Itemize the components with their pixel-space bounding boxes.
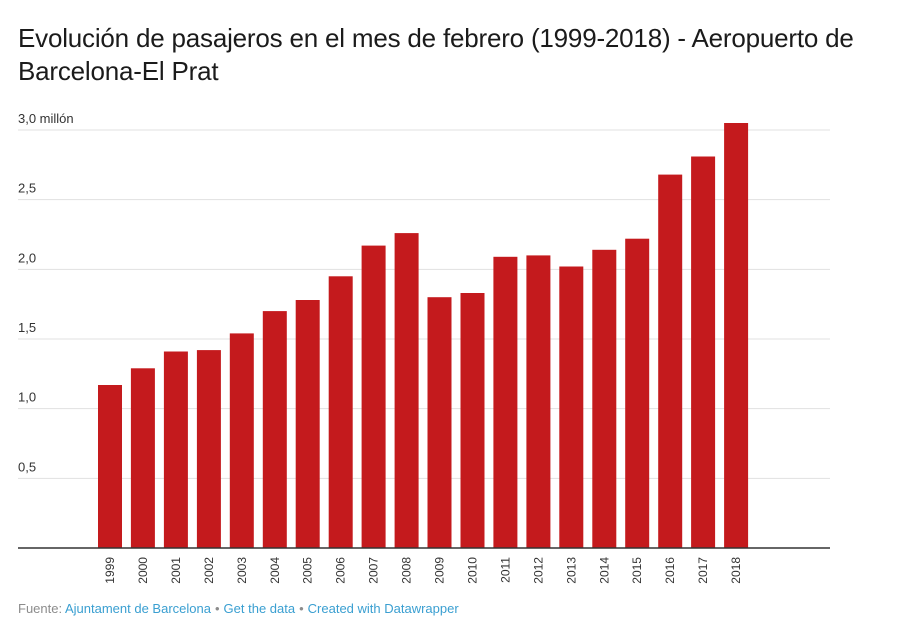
bar-2003[interactable] [229,333,254,548]
x-tick-label: 2014 [597,557,611,584]
bar-2004[interactable] [262,311,287,548]
footer-source-prefix: Fuente: [18,601,65,616]
x-tick-label: 2000 [136,557,150,584]
x-tick-label: 2011 [498,557,512,583]
x-tick-label: 2015 [630,557,644,584]
source-link[interactable]: Ajuntament de Barcelona [64,601,211,616]
bars [98,123,749,549]
y-tick-label: 2,5 [18,181,36,196]
x-tick-label: 2004 [268,557,282,584]
bar-2011[interactable] [493,256,518,548]
tick-labels: 0,5 1,0 1,5 2,0 2,5 3,0 millón 1999 2000 2001 200… [18,111,743,584]
bar-2014[interactable] [592,249,617,549]
bar-2015[interactable] [625,238,650,548]
x-tick-label: 2010 [465,557,479,584]
x-tick-label: 2003 [235,557,249,584]
bar-2000[interactable] [130,368,155,548]
bar-2002[interactable] [196,350,221,548]
x-tick-label: 2007 [367,557,381,584]
bar-2009[interactable] [427,297,452,548]
x-tick-label: 2009 [433,557,447,584]
bar-2017[interactable] [691,156,716,549]
bar-2013[interactable] [559,266,584,549]
get-data-link[interactable]: Get the data [223,601,296,616]
x-tick-label: 2012 [531,557,545,584]
bar-2007[interactable] [361,245,386,548]
y-tick-label: 1,5 [18,320,36,335]
x-tick-label: 2018 [729,557,743,584]
datawrapper-link[interactable]: Created with Datawrapper [307,601,459,616]
y-tick-label: 2,0 [18,250,36,265]
bar-2012[interactable] [526,255,551,548]
bar-2018[interactable] [724,123,749,548]
x-tick-label: 2002 [202,557,216,584]
footer-separator: • [299,601,304,616]
chart-title: Evolución de pasajeros en el mes de febr… [18,23,854,86]
x-tick-label: 2008 [400,557,414,584]
x-tick-label: 2013 [564,557,578,584]
bar-2016[interactable] [658,174,683,548]
x-tick-label: 2016 [663,557,677,584]
y-tick-label: 0,5 [18,459,36,474]
x-tick-label: 2006 [334,557,348,584]
bar-1999[interactable] [98,385,122,548]
bar-2005[interactable] [295,300,320,548]
bar-2001[interactable] [163,351,188,549]
x-tick-label: 1999 [103,557,117,584]
y-tick-label: 1,0 [18,390,36,405]
x-tick-label: 2001 [169,557,183,584]
bar-2010[interactable] [460,293,485,548]
bar-2006[interactable] [328,276,353,548]
bar-2008[interactable] [394,233,419,548]
x-tick-label: 2005 [301,557,315,584]
chart-footer: Fuente: Ajuntament de Barcelona • Get the … [18,601,459,616]
footer-separator: • [214,601,220,616]
x-tick-label: 2017 [696,557,710,584]
y-tick-label: 3,0 millón [18,111,74,126]
